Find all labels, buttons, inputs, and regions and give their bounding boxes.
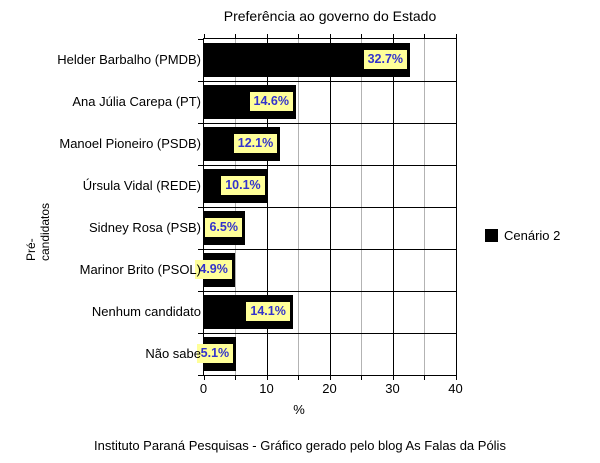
legend-swatch xyxy=(485,229,498,242)
x-tick-mark xyxy=(361,34,362,38)
x-tick-label: 40 xyxy=(448,381,463,396)
y-tick-mark xyxy=(198,164,203,166)
x-tick-mark xyxy=(298,376,299,380)
x-tick-mark xyxy=(424,34,425,38)
x-tick-mark xyxy=(235,34,236,38)
x-tick-label: 10 xyxy=(259,381,274,396)
x-tick-mark xyxy=(266,376,268,380)
x-tick-mark xyxy=(298,34,299,38)
category-separator-line xyxy=(204,249,456,250)
x-tick-mark xyxy=(203,34,205,38)
x-tick-mark xyxy=(266,34,268,38)
x-tick-mark xyxy=(329,34,331,38)
category-label: Helder Barbalho (PMDB) xyxy=(57,52,201,67)
y-tick-mark xyxy=(198,248,203,250)
source-footer: Instituto Paraná Pesquisas - Gráfico ger… xyxy=(94,438,506,453)
plot-area: 32.7% 14.6% 12.1% 10.1% 6.5% 4.9% 14.1% 5.1% xyxy=(195,34,457,380)
y-tick-mark xyxy=(198,206,203,208)
bar-value-label: 4.9% xyxy=(195,260,232,279)
category-label: Úrsula Vidal (REDE) xyxy=(82,178,201,193)
bar-value-label: 5.1% xyxy=(196,344,234,363)
category-label: Ana Júlia Carepa (PT) xyxy=(72,94,201,109)
bar-value-label: 14.1% xyxy=(246,302,290,321)
category-label: Não sabe xyxy=(145,346,201,361)
x-tick-mark xyxy=(203,376,205,380)
x-tick-mark xyxy=(392,34,394,38)
x-tick-label: 30 xyxy=(385,381,400,396)
x-tick-mark xyxy=(424,376,425,380)
chart-title: Preferência ao governo do Estado xyxy=(223,8,437,24)
bar-value-label: 32.7% xyxy=(363,50,408,69)
y-tick-mark xyxy=(198,122,203,124)
category-separator-line xyxy=(204,123,456,124)
category-label: Nenhum candidato xyxy=(91,304,201,319)
y-tick-mark xyxy=(198,374,203,376)
category-separator-line xyxy=(204,291,456,292)
x-axis-title: % xyxy=(293,402,305,417)
legend-label: Cenário 2 xyxy=(504,228,561,243)
category-label: Marinor Brito (PSOL) xyxy=(79,262,201,277)
bar-value-label: 12.1% xyxy=(233,134,278,153)
category-separator-line xyxy=(204,333,456,334)
y-tick-mark xyxy=(198,39,203,40)
bar-value-label: 14.6% xyxy=(249,92,293,111)
x-tick-mark xyxy=(235,376,236,380)
y-tick-mark xyxy=(198,332,203,334)
x-tick-mark xyxy=(455,34,457,38)
y-tick-mark xyxy=(198,290,203,292)
bar-value-label: 10.1% xyxy=(221,176,265,195)
x-tick-label: 0 xyxy=(199,381,208,396)
x-tick-mark xyxy=(455,376,457,380)
category-label: Manoel Pioneiro (PSDB) xyxy=(59,136,201,151)
category-separator-line xyxy=(204,81,456,82)
bar-value-label: 6.5% xyxy=(205,218,242,237)
x-tick-mark xyxy=(392,376,394,380)
category-label: Sidney Rosa (PSB) xyxy=(89,220,201,235)
y-tick-mark xyxy=(198,80,203,82)
category-separator-line xyxy=(204,207,456,208)
x-tick-mark xyxy=(361,376,362,380)
x-tick-mark xyxy=(329,376,331,380)
x-tick-label: 20 xyxy=(322,381,337,396)
category-separator-line xyxy=(204,165,456,166)
